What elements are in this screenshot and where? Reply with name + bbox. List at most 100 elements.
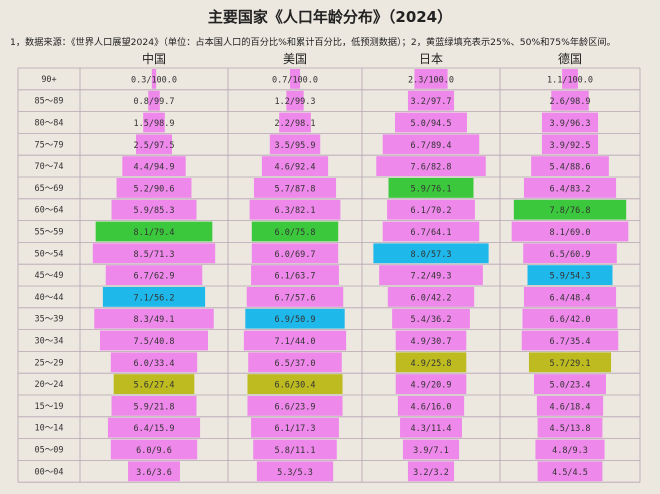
bar [107,417,201,438]
age-label: 15～19 [35,402,64,412]
bar [269,134,321,155]
bar [136,134,172,155]
age-label: 65～69 [35,184,64,194]
bar [535,439,605,460]
data-label: 2.6/98.9 [550,97,591,107]
age-label: 50～54 [35,249,64,259]
data-label: 8.5/71.3 [134,250,175,260]
data-label: 5.6/27.4 [134,381,175,391]
data-label: 6.0/75.8 [275,228,316,238]
data-label: 4.4/94.9 [134,163,175,173]
series-header: 德国 [558,51,582,66]
data-label: 6.6/42.0 [550,315,591,325]
bar [402,439,460,460]
bar [562,69,578,89]
data-label: 4.3/11.4 [411,424,452,434]
data-label: 2.3/100.0 [408,75,454,85]
data-label: 1.1/100.0 [547,75,593,85]
bar [253,178,337,198]
data-label: 6.4/15.9 [134,424,175,434]
bar [143,112,165,133]
bar [373,243,489,264]
data-label: 6.6/30.4 [275,381,316,391]
bar [251,243,339,264]
bar-layer [92,69,629,482]
bar [388,178,474,198]
age-label: 25～29 [35,358,64,368]
bar [116,178,192,198]
bar [382,134,480,155]
bar [382,221,480,242]
bar [392,308,470,329]
series-header: 美国 [283,52,307,66]
bar [395,330,467,351]
bar [251,265,339,285]
bar [148,90,160,111]
bar [279,112,311,133]
bar [395,352,467,373]
age-label: 05～09 [35,446,64,456]
bar [541,112,599,133]
bar [95,221,213,242]
data-label: 7.2/49.3 [411,272,452,282]
series-header: 中国 [142,51,166,66]
data-label: 6.5/37.0 [275,359,316,369]
bar [541,134,599,155]
data-label: 4.8/9.3 [552,446,588,456]
bar [395,112,467,133]
age-label: 80～84 [35,119,64,129]
bar [376,156,486,176]
bar [256,461,334,482]
bar [251,221,339,242]
bar [400,417,462,438]
data-label: 6.3/82.1 [275,206,316,216]
bar [253,439,337,460]
age-label: 90+ [41,75,56,85]
data-label: 6.7/62.9 [134,272,175,282]
data-label: 8.1/69.0 [550,228,591,238]
data-label: 6.1/63.7 [275,272,316,282]
bar [246,287,344,307]
data-label: 6.0/42.2 [411,293,452,303]
data-label: 6.4/48.4 [550,293,591,303]
data-label: 5.4/36.2 [411,315,452,325]
bar [537,461,603,482]
bar [128,461,180,482]
bar [289,69,301,89]
age-label: 60～64 [35,206,64,216]
age-label: 55～59 [35,228,64,238]
data-label: 5.0/23.4 [550,381,591,391]
data-label: 4.9/25.8 [411,359,452,369]
data-label: 0.7/100.0 [272,75,318,85]
data-label: 1.5/98.9 [134,119,175,129]
data-label: 4.9/30.7 [411,337,452,347]
data-label: 6.9/50.9 [275,315,316,325]
bar [113,374,195,394]
bar [407,90,455,111]
data-label: 5.4/88.6 [550,163,591,173]
bar [245,308,345,329]
data-label: 8.1/79.4 [134,228,175,238]
bar [249,199,341,220]
data-label: 6.7/89.4 [411,141,452,151]
data-label: 4.5/13.8 [550,424,591,434]
bar [521,330,619,351]
bar [523,287,617,307]
bar [511,221,629,242]
bar [105,265,203,285]
bar [94,308,214,329]
data-label: 3.5/95.9 [275,141,316,151]
age-label: 70～74 [35,162,64,172]
bar [534,374,606,394]
data-label: 6.1/70.2 [411,206,452,216]
grid-layer [17,67,641,483]
bar [122,156,186,176]
bar [407,461,455,482]
age-label: 35～39 [35,315,64,325]
chart-title: 主要国家《人口年龄分布》（2024） [207,8,453,26]
age-label: 45～49 [35,271,64,281]
age-label: 10～14 [35,424,64,434]
data-label: 3.2/3.2 [413,468,449,478]
bar [92,243,216,264]
data-label: 4.9/20.9 [411,381,452,391]
